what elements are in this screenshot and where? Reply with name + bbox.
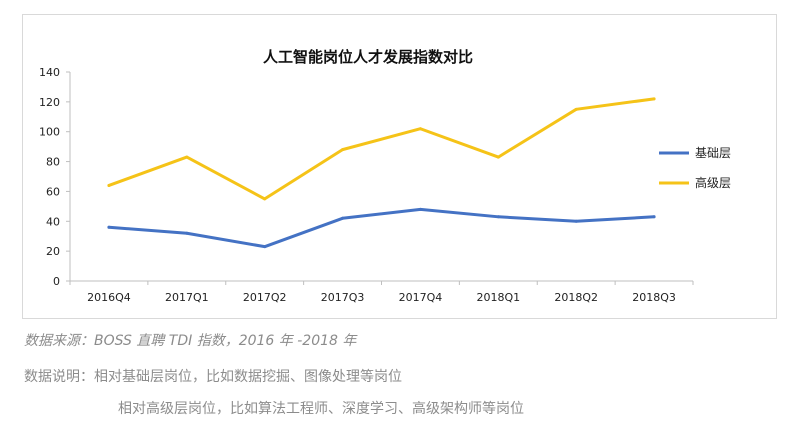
y-tick-label: 40 (46, 215, 60, 228)
data-source-text: 数据来源：BOSS 直聘 TDI 指数，2016 年 -2018 年 (24, 333, 357, 349)
y-tick-label: 120 (39, 96, 60, 109)
x-tick-label: 2017Q1 (165, 291, 209, 304)
data-point (263, 197, 267, 201)
data-point (652, 215, 656, 219)
data-point (574, 107, 578, 111)
data-point (574, 219, 578, 223)
y-tick-label: 80 (46, 156, 60, 169)
data-point (418, 127, 422, 131)
y-tick-label: 20 (46, 245, 60, 258)
data-point (185, 155, 189, 159)
data-point (107, 183, 111, 187)
x-tick-label: 2018Q1 (476, 291, 520, 304)
x-tick-label: 2016Q4 (87, 291, 131, 304)
x-tick-label: 2018Q3 (632, 291, 676, 304)
data-point (496, 155, 500, 159)
series-line-advanced (107, 97, 656, 201)
data-point (652, 97, 656, 101)
data-point (418, 207, 422, 211)
series-line-basic (107, 207, 656, 249)
data-point (341, 148, 345, 152)
chart-title: 人工智能岗位人才发展指数对比 (263, 48, 473, 66)
x-tick-label: 2017Q4 (399, 291, 443, 304)
data-point (107, 225, 111, 229)
chart-container: 人工智能岗位人才发展指数对比 0 20 40 60 80 100 120 140 2016Q4 2… (22, 14, 777, 319)
legend-label: 高级层 (695, 175, 731, 190)
line-chart: 人工智能岗位人才发展指数对比 0 20 40 60 80 100 120 140 2016Q4 2… (39, 48, 731, 304)
y-tick-label: 100 (39, 126, 60, 139)
data-note-line-1: 数据说明：相对基础层岗位，比如数据挖掘、图像处理等岗位 (24, 369, 402, 385)
data-point (496, 215, 500, 219)
y-tick-label: 60 (46, 185, 60, 198)
x-tick-label: 2017Q2 (243, 291, 287, 304)
x-tick-label: 2018Q2 (554, 291, 598, 304)
data-point (185, 231, 189, 235)
y-tick-label: 140 (39, 66, 60, 79)
data-point (341, 216, 345, 220)
y-tick-label: 0 (53, 275, 60, 288)
legend-label: 基础层 (695, 146, 731, 160)
data-note-line-2: 相对高级层岗位，比如算法工程师、深度学习、高级架构师等岗位 (118, 401, 524, 417)
x-tick-label: 2017Q3 (321, 291, 365, 304)
data-point (263, 245, 267, 249)
